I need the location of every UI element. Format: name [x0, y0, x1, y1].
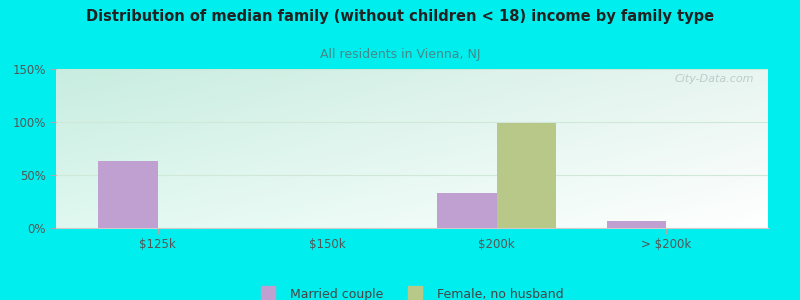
- Text: Distribution of median family (without children < 18) income by family type: Distribution of median family (without c…: [86, 9, 714, 24]
- Bar: [438, 193, 497, 228]
- Text: City-Data.com: City-Data.com: [674, 74, 754, 84]
- Text: All residents in Vienna, NJ: All residents in Vienna, NJ: [320, 48, 480, 61]
- Bar: [497, 123, 556, 228]
- Bar: [607, 220, 666, 228]
- Bar: [98, 161, 158, 228]
- Legend: Married couple, Female, no husband: Married couple, Female, no husband: [254, 282, 570, 300]
